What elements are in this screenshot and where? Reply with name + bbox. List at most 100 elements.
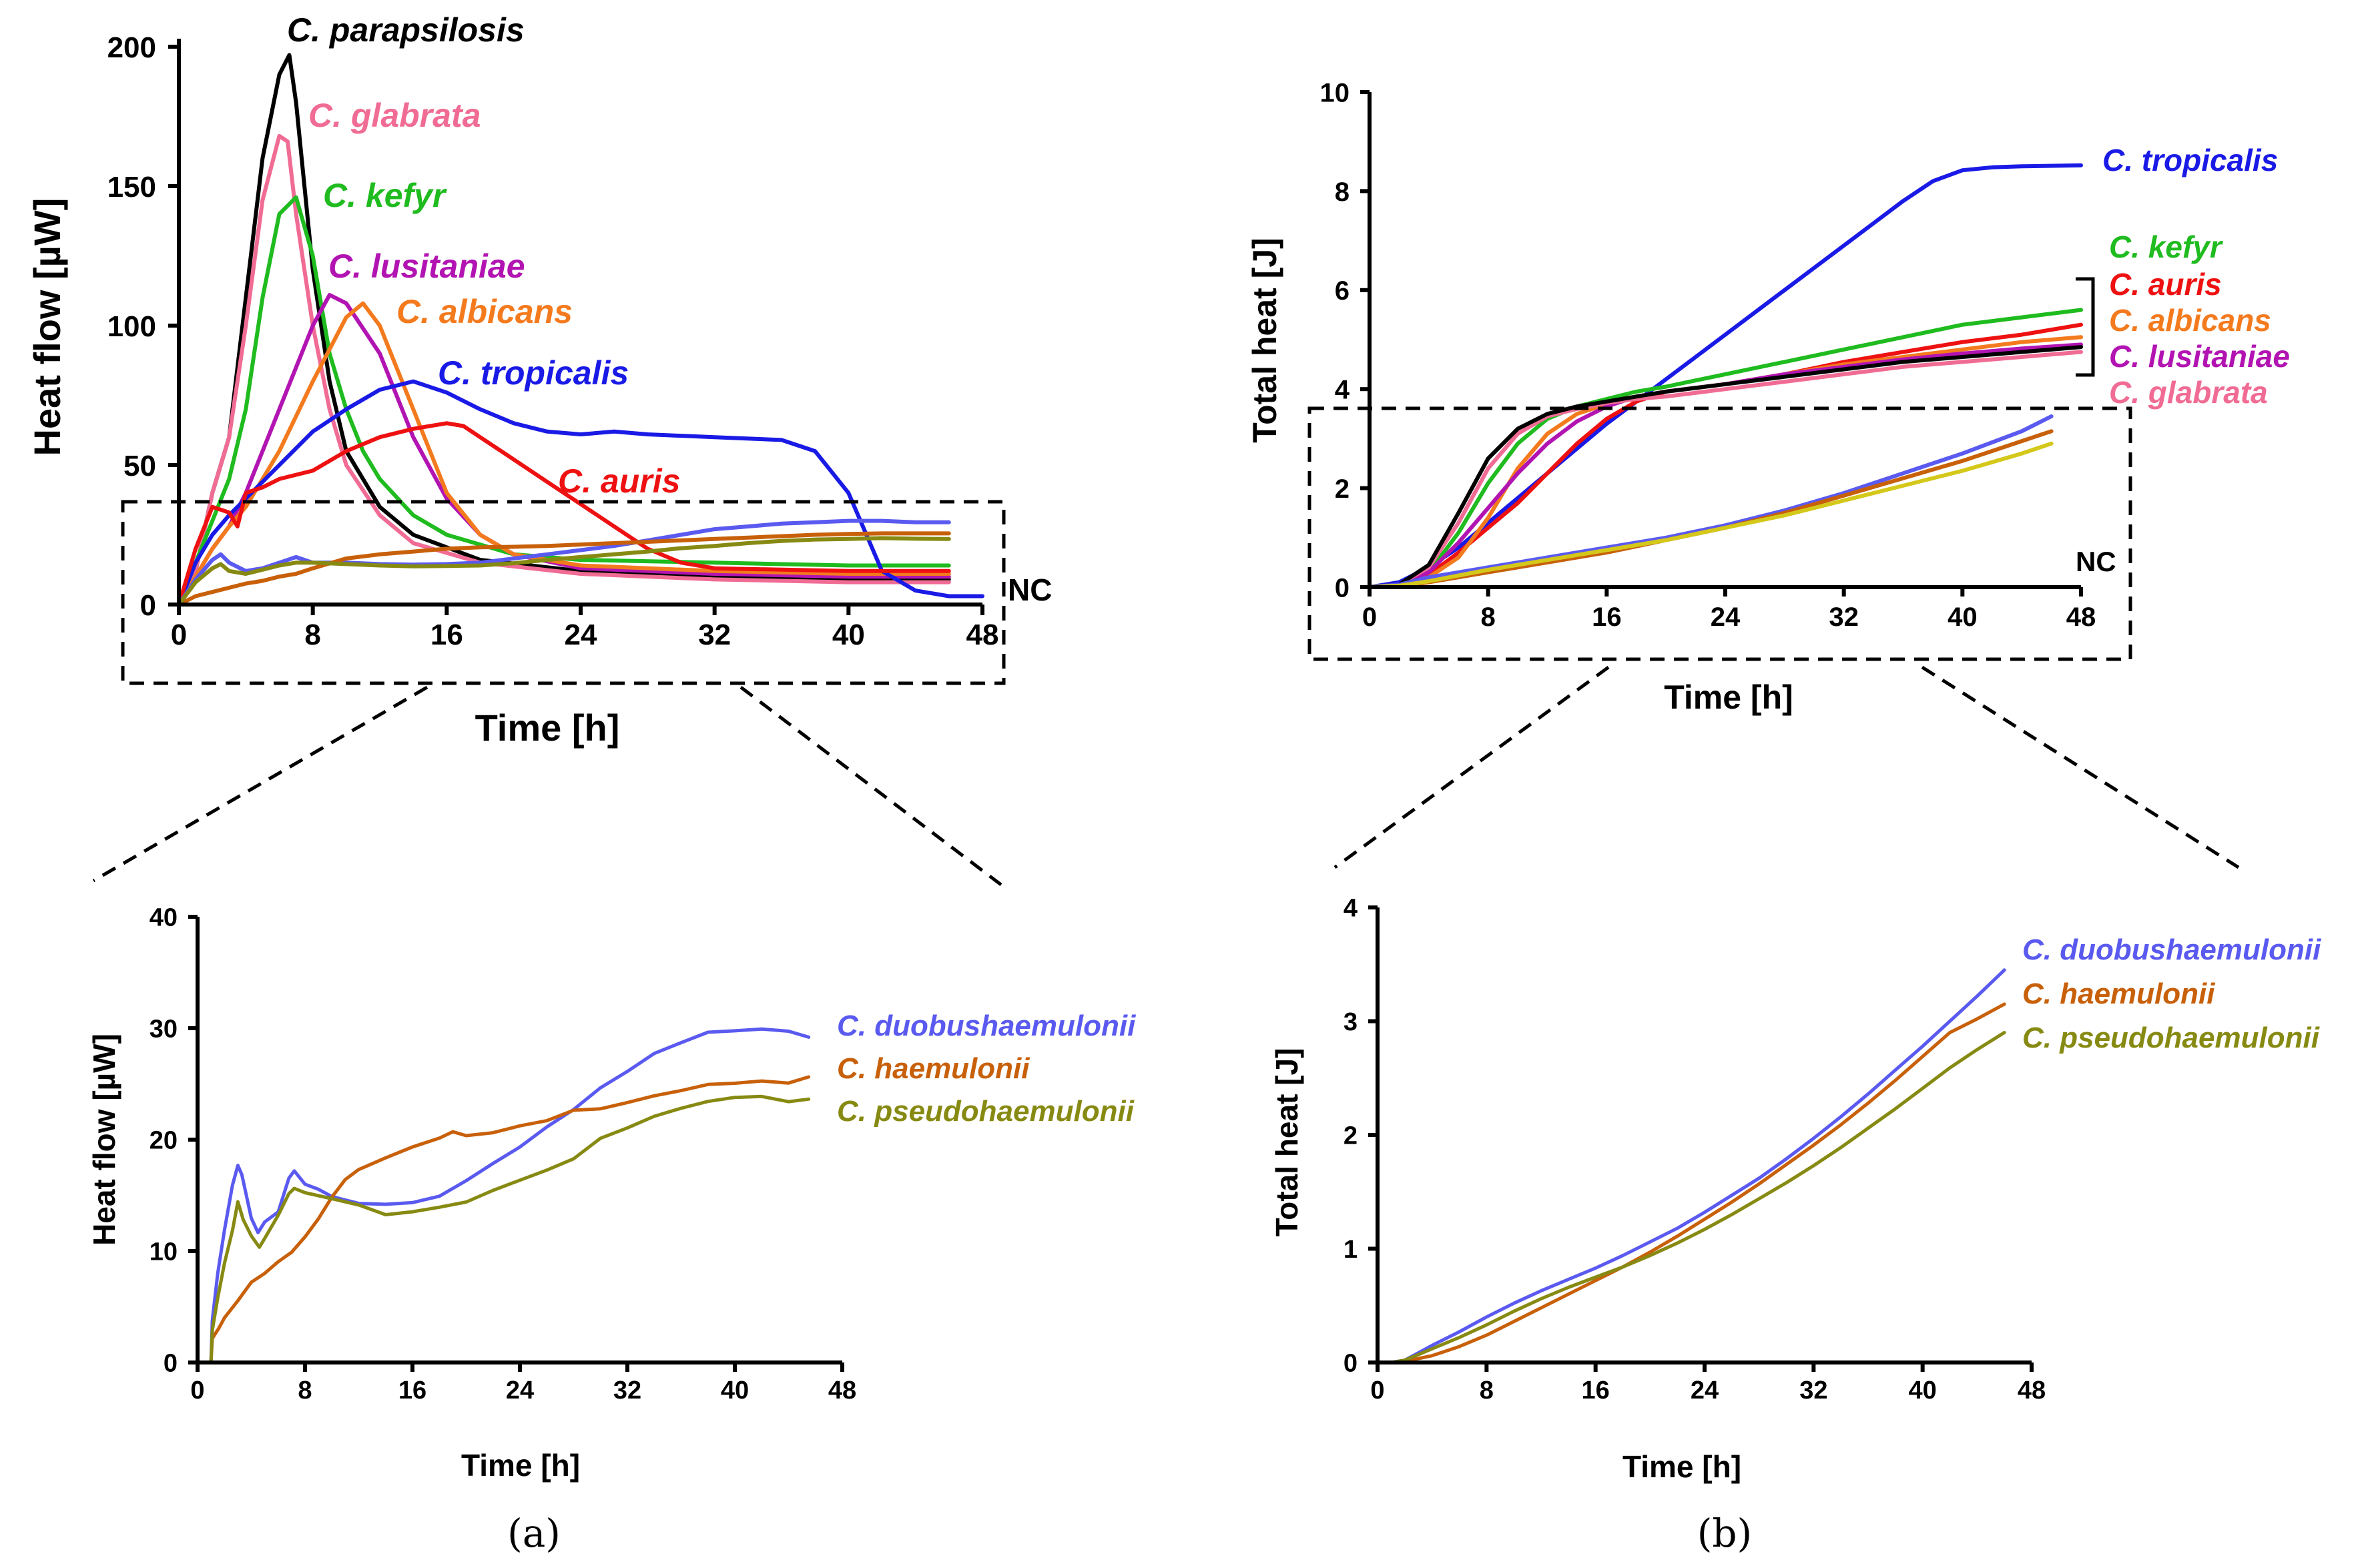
x-tick-label: 48 [828,1377,856,1405]
series-line-c-duobushaemulonii [209,1027,811,1364]
b-bottom-ticks: 0 8 16 24 32 40 48 0 1 2 3 4 [1344,895,2046,1405]
b-bottom-label-duobushaemulonii: C. duobushaemulonii [2022,933,2321,966]
b-bottom-x-axis-title: Time [h] [1622,1449,1741,1484]
x-tick-label: 32 [613,1377,641,1405]
b-top-label-auris: C. auris [2109,267,2222,302]
a-zoom-connector-right [739,686,1002,886]
series-line-c-pseudohaemulonii [1389,1031,2006,1364]
x-tick-label: 40 [832,619,865,651]
x-tick-label: 40 [721,1377,749,1405]
b-top-label-nc: NC [2076,546,2116,577]
y-tick-label: 10 [1320,78,1350,107]
chart-a-bottom: 0 8 16 24 32 40 48 0 10 20 30 40 Time [h] Heat flow… [87,904,1136,1483]
x-tick-label: 32 [1799,1377,1827,1405]
panel-label-a: (a) [507,1511,561,1556]
x-tick-label: 24 [565,619,597,651]
a-zoom-connector-left [92,685,428,883]
y-tick-label: 2 [1344,1122,1358,1150]
series-line-c-duobushaemulonii [1389,968,2006,1364]
x-tick-label: 0 [171,619,187,651]
series-line-c-auris [1368,322,2083,589]
y-tick-label: 8 [1335,177,1350,207]
y-tick-label: 4 [1344,895,1358,923]
x-tick-label: 32 [698,619,731,651]
a-bottom-y-axis-title: Heat flow [µW] [87,1034,121,1246]
a-top-zoom-box [121,500,1006,685]
a-bottom-ticks: 0 8 16 24 32 40 48 0 10 20 30 40 [150,904,856,1405]
b-bottom-y-axis-title: Total heat [J] [1269,1048,1304,1237]
series-line-c-haemulonii [209,1075,811,1364]
x-tick-label: 0 [190,1377,204,1405]
a-top-label-auris: C. auris [558,462,680,500]
b-zoom-connector-right [1921,665,2240,869]
x-tick-label: 0 [1370,1377,1384,1405]
y-tick-label: 2 [1335,474,1350,504]
y-tick-label: 20 [150,1127,178,1155]
b-top-series-lines [1368,163,2083,589]
x-tick-label: 16 [430,619,463,651]
y-tick-label: 4 [1335,376,1350,405]
x-tick-label: 40 [1909,1377,1937,1405]
x-tick-label: 24 [1711,603,1741,632]
b-zoom-connector-left [1333,665,1610,869]
y-tick-label: 0 [140,589,156,622]
y-tick-label: 10 [150,1238,178,1266]
x-tick-label: 40 [1948,603,1978,632]
series-line-c-pseudohaemulonii [1368,441,2054,589]
y-tick-label: 0 [164,1350,178,1378]
a-top-label-parapsilosis: C. parapsilosis [287,11,525,49]
b-top-label-kefyr: C. kefyr [2109,230,2223,264]
b-bottom-axes [1376,907,2032,1364]
x-tick-label: 48 [966,619,999,651]
x-tick-label: 8 [1480,1377,1494,1405]
y-tick-label: 50 [123,450,156,482]
series-line-c-duobushaemulonii [1368,414,2054,589]
y-tick-label: 1 [1344,1236,1358,1264]
x-tick-label: 48 [2018,1377,2046,1405]
x-tick-label: 16 [1582,1377,1610,1405]
b-top-label-albicans: C. albicans [2109,303,2271,338]
y-tick-label: 100 [107,310,156,343]
panel-label-b: (b) [1697,1511,1752,1556]
y-tick-label: 200 [107,31,156,64]
series-line-c-duobushaemulonii [177,518,951,607]
a-top-label-albicans: C. albicans [396,293,573,330]
a-top-y-axis-title: Heat flow [µW] [26,198,68,456]
x-tick-label: 24 [1691,1377,1719,1405]
a-bottom-label-duobushaemulonii: C. duobushaemulonii [837,1010,1136,1042]
y-tick-label: 3 [1344,1008,1358,1036]
series-line-c-haemulonii [1389,1002,2006,1364]
a-top-label-glabrata: C. glabrata [308,97,481,134]
x-tick-label: 8 [1481,603,1496,632]
y-tick-label: 30 [150,1016,178,1044]
a-bottom-x-axis-title: Time [h] [461,1448,580,1483]
y-tick-label: 6 [1335,276,1350,306]
b-top-label-tropicalis: C. tropicalis [2102,143,2278,177]
a-bottom-series-lines [209,1027,811,1364]
x-tick-label: 0 [1362,603,1377,632]
x-tick-label: 16 [1592,603,1622,632]
a-top-label-lusitaniae: C. lusitaniae [328,248,525,285]
b-bottom-label-haemulonii: C. haemulonii [2022,977,2215,1010]
y-tick-label: 0 [1335,573,1350,603]
series-line-c-kefyr [1368,308,2083,589]
a-top-ticks: 0 8 16 24 32 40 48 0 50 100 150 200 [107,31,999,651]
b-top-label-glabrata: C. glabrata [2109,375,2268,410]
y-tick-label: 150 [107,171,156,204]
x-tick-label: 8 [304,619,320,651]
series-line-c-parapsilosis [1368,345,2083,589]
a-top-label-tropicalis: C. tropicalis [438,354,629,392]
a-top-x-axis-title: Time [h] [475,707,620,749]
b-bottom-label-pseudohaemulonii: C. pseudohaemulonii [2022,1022,2320,1054]
b-top-label-lusitaniae: C. lusitaniae [2109,339,2290,374]
x-tick-label: 24 [506,1377,534,1405]
chart-b-bottom: 0 8 16 24 32 40 48 0 1 2 3 4 Time [h] Total heat [J… [1269,895,2321,1484]
x-tick-label: 8 [298,1377,312,1405]
a-top-label-nc: NC [1008,572,1052,607]
series-line-c-albicans [177,301,951,607]
b-top-x-axis-title: Time [h] [1664,679,1793,716]
series-line-c-pseudohaemulonii [177,536,951,607]
